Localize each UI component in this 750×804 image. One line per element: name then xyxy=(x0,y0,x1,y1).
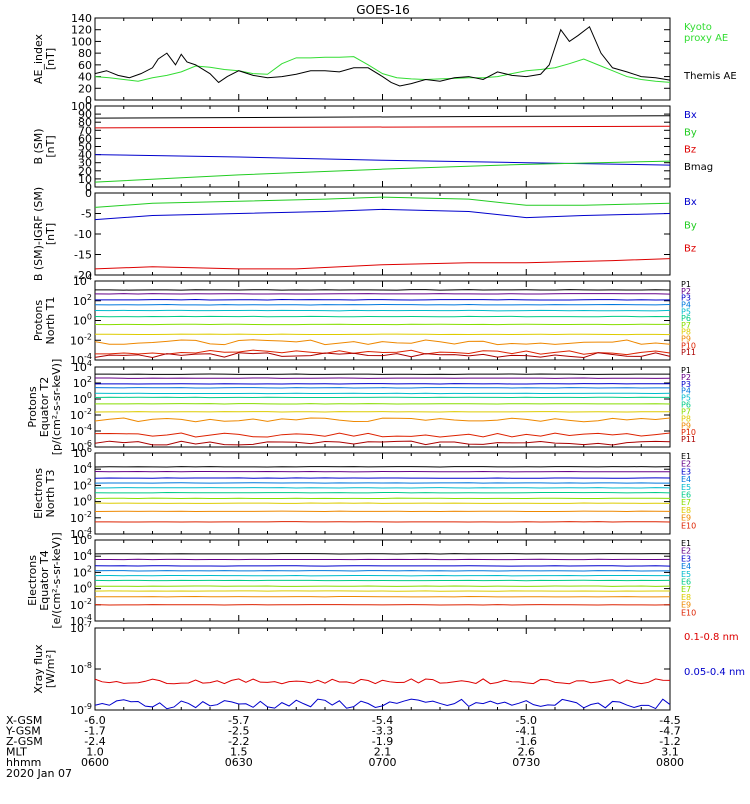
date-label: 2020 Jan 07 xyxy=(6,767,72,780)
legend-entry: Bz xyxy=(684,145,696,156)
y-tick-label: 140 xyxy=(71,12,92,25)
series-line xyxy=(95,126,670,128)
panel-frame xyxy=(95,281,670,360)
y-tick-label: -10 xyxy=(74,228,92,241)
y-tick-label: -5 xyxy=(81,208,92,221)
series-line xyxy=(95,679,670,684)
y-tick-label: 104 xyxy=(73,461,92,476)
y-axis-label: Xray flux[W/m²] xyxy=(32,644,57,694)
series-line xyxy=(95,116,670,118)
y-tick-label: 10-2 xyxy=(70,510,92,525)
legend-channel: P11 xyxy=(681,348,696,357)
y-tick-label: 0 xyxy=(85,187,92,200)
y-tick-label: 100 xyxy=(71,100,92,113)
y-tick-label: 10-2 xyxy=(70,332,92,347)
y-tick-label: 10-8 xyxy=(70,661,92,676)
y-tick-label: 100 xyxy=(71,35,92,48)
series-line xyxy=(95,209,670,219)
y-axis-label: ProtonsNorth T1 xyxy=(32,297,57,345)
legend-entry: Bz xyxy=(684,244,696,255)
series-line xyxy=(95,259,670,269)
legend-channel: E10 xyxy=(681,521,696,530)
y-tick-label: 102 xyxy=(73,564,92,579)
y-axis-label: B (SM)-IGRF (SM)[nT] xyxy=(32,187,57,281)
y-tick-label: 104 xyxy=(73,548,92,563)
y-axis-label: AE_index[nT] xyxy=(32,33,57,84)
ephem-value: 0700 xyxy=(369,756,397,769)
y-tick-label: 106 xyxy=(73,445,92,460)
y-tick-label: 40 xyxy=(78,71,92,84)
series-line xyxy=(95,155,670,166)
legend-channel: P11 xyxy=(681,435,696,444)
series-line xyxy=(95,161,670,182)
legend-entry: Bmag xyxy=(684,162,713,173)
y-tick-label: 102 xyxy=(73,375,92,390)
legend-entry: 0.05-0.4 nm xyxy=(684,667,745,678)
y-tick-label: 100 xyxy=(73,391,92,406)
channel-line xyxy=(95,340,670,345)
legend-channel: E10 xyxy=(681,608,696,617)
y-tick-label: 104 xyxy=(73,359,92,374)
ephem-value: 0630 xyxy=(225,756,253,769)
y-axis-label: B (SM)[nT] xyxy=(32,128,57,164)
y-tick-label: 10-2 xyxy=(70,597,92,612)
y-tick-label: 80 xyxy=(78,47,92,60)
y-tick-label: -15 xyxy=(74,249,92,262)
legend-entry: 0.1-0.8 nm xyxy=(684,632,739,643)
y-tick-label: 60 xyxy=(78,59,92,72)
channel-line xyxy=(95,418,670,422)
y-tick-label: 120 xyxy=(71,24,92,37)
channel-line xyxy=(95,350,670,354)
y-tick-label: 10-7 xyxy=(70,620,92,635)
ephem-value: 0600 xyxy=(81,756,109,769)
legend-entry: Bx xyxy=(684,110,697,121)
channel-line xyxy=(95,433,670,437)
plot-title: GOES-16 xyxy=(356,3,410,17)
series-line xyxy=(95,57,670,83)
y-tick-label: 102 xyxy=(73,293,92,308)
y-tick-label: 104 xyxy=(73,273,92,288)
y-axis-label: ProtonsEquator T2[p/(cm²-s-sr-keV)] xyxy=(26,359,63,456)
y-tick-label: 100 xyxy=(73,494,92,509)
panel-frame xyxy=(95,628,670,710)
legend-entry: Bx xyxy=(684,197,697,208)
y-tick-label: 10-4 xyxy=(70,423,92,438)
panel-frame xyxy=(95,367,670,447)
ephem-value: 0730 xyxy=(512,756,540,769)
y-tick-label: 106 xyxy=(73,532,92,547)
ephem-value: 0800 xyxy=(656,756,684,769)
legend-entry: By xyxy=(684,127,697,138)
y-tick-label: 20 xyxy=(78,82,92,95)
y-tick-label: 100 xyxy=(73,313,92,328)
y-tick-label: 100 xyxy=(73,581,92,596)
legend-entry: By xyxy=(684,220,697,231)
legend-entry: Themis AE xyxy=(683,71,737,82)
y-axis-label: ElectronsNorth T3 xyxy=(32,468,57,519)
y-tick-label: 102 xyxy=(73,477,92,492)
y-tick-label: 10-2 xyxy=(70,407,92,422)
y-axis-label: ElectronsEquator T4[e/(cm²-s-sr-keV)] xyxy=(26,532,63,628)
series-line xyxy=(95,27,670,86)
